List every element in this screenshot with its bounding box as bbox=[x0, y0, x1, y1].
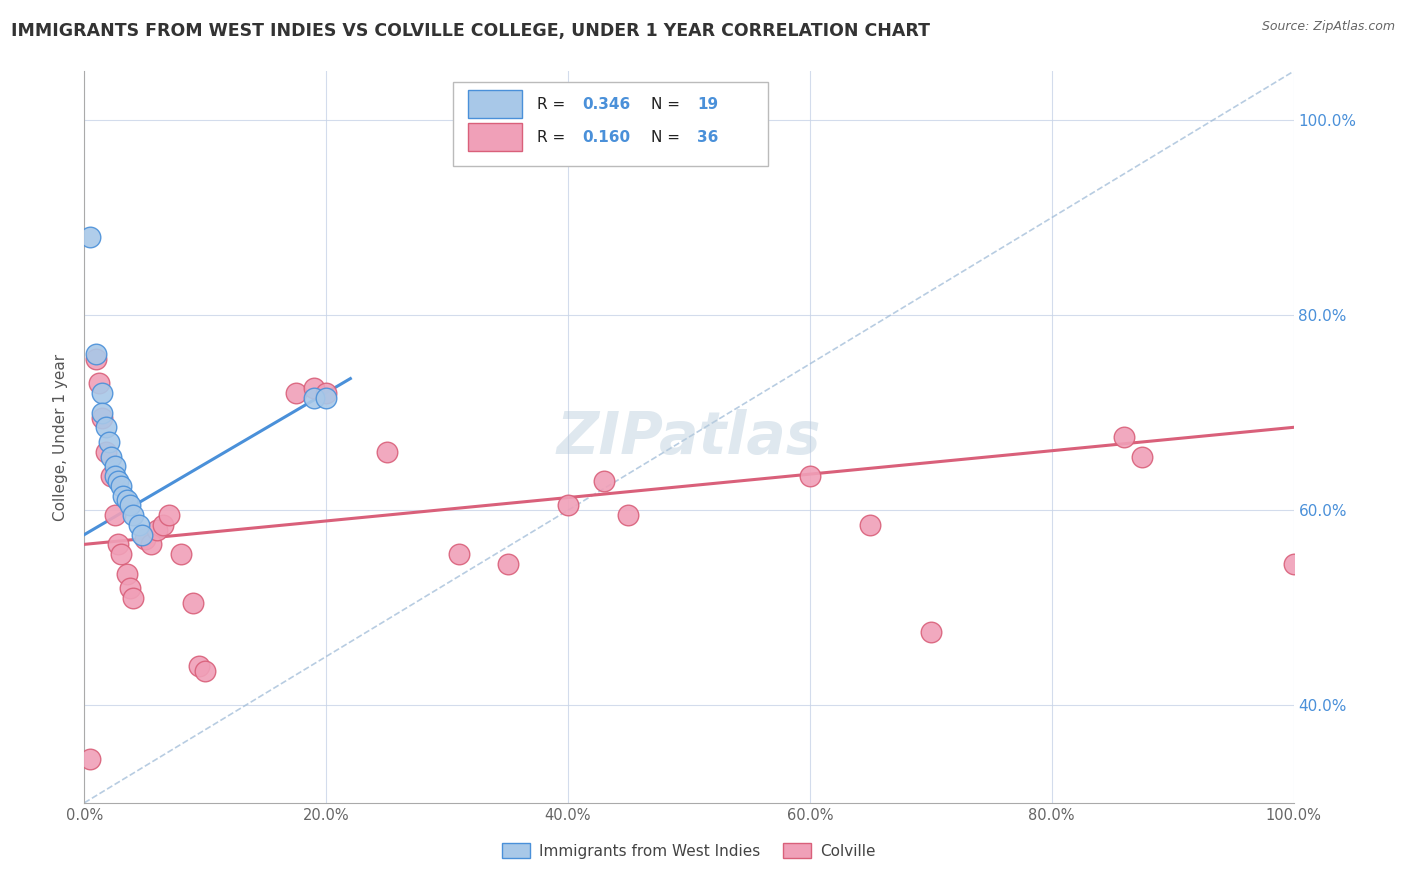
Point bbox=[91, 386, 114, 401]
Point bbox=[496, 557, 519, 571]
Point bbox=[920, 625, 942, 640]
Point bbox=[115, 493, 138, 508]
Text: R =: R = bbox=[537, 129, 569, 145]
Point bbox=[120, 581, 142, 595]
Text: N =: N = bbox=[651, 96, 685, 112]
Text: 19: 19 bbox=[697, 96, 718, 112]
Point bbox=[859, 517, 882, 532]
Point bbox=[134, 533, 156, 547]
Point bbox=[110, 547, 132, 561]
Point bbox=[170, 547, 193, 561]
Point bbox=[557, 499, 579, 513]
Text: 0.160: 0.160 bbox=[582, 129, 631, 145]
Point bbox=[120, 499, 142, 513]
Point bbox=[1132, 450, 1154, 464]
Text: IMMIGRANTS FROM WEST INDIES VS COLVILLE COLLEGE, UNDER 1 YEAR CORRELATION CHART: IMMIGRANTS FROM WEST INDIES VS COLVILLE … bbox=[11, 22, 931, 40]
Point bbox=[107, 474, 129, 488]
Point bbox=[449, 547, 471, 561]
Point bbox=[302, 391, 325, 405]
Text: ZIPatlas: ZIPatlas bbox=[557, 409, 821, 466]
Point bbox=[104, 469, 127, 483]
Point bbox=[94, 444, 117, 458]
Point bbox=[152, 517, 174, 532]
Point bbox=[87, 376, 110, 391]
Point bbox=[100, 469, 122, 483]
Point bbox=[593, 474, 616, 488]
Point bbox=[315, 386, 337, 401]
Point bbox=[91, 406, 114, 420]
Text: N =: N = bbox=[651, 129, 685, 145]
Point bbox=[1114, 430, 1136, 444]
Point bbox=[86, 347, 108, 361]
Point bbox=[617, 508, 640, 522]
Point bbox=[194, 664, 217, 678]
Point bbox=[91, 410, 114, 425]
Bar bbox=[468, 90, 522, 118]
Point bbox=[188, 659, 211, 673]
Legend: Immigrants from West Indies, Colville: Immigrants from West Indies, Colville bbox=[496, 837, 882, 864]
Bar bbox=[468, 123, 522, 151]
Point bbox=[112, 489, 135, 503]
Point bbox=[315, 391, 337, 405]
Point bbox=[79, 230, 101, 244]
Point bbox=[181, 596, 204, 610]
Point bbox=[146, 523, 169, 537]
Point bbox=[115, 566, 138, 581]
Point bbox=[284, 386, 308, 401]
Point bbox=[157, 508, 180, 522]
Point bbox=[121, 591, 143, 605]
Point bbox=[139, 537, 162, 551]
Text: 0.346: 0.346 bbox=[582, 96, 631, 112]
Text: R =: R = bbox=[537, 96, 569, 112]
Point bbox=[79, 752, 101, 766]
Bar bbox=[453, 82, 768, 167]
Point bbox=[375, 444, 398, 458]
Point bbox=[107, 537, 129, 551]
Point bbox=[86, 352, 108, 367]
Point bbox=[1282, 557, 1305, 571]
Point bbox=[799, 469, 821, 483]
Point bbox=[131, 527, 153, 541]
Point bbox=[104, 459, 127, 474]
Point bbox=[121, 508, 143, 522]
Y-axis label: College, Under 1 year: College, Under 1 year bbox=[53, 353, 69, 521]
Point bbox=[104, 508, 127, 522]
Point bbox=[128, 517, 150, 532]
Text: 36: 36 bbox=[697, 129, 718, 145]
Point bbox=[100, 450, 122, 464]
Point bbox=[94, 420, 117, 434]
Point bbox=[110, 479, 132, 493]
Point bbox=[302, 381, 325, 395]
Point bbox=[97, 434, 120, 449]
Text: Source: ZipAtlas.com: Source: ZipAtlas.com bbox=[1261, 20, 1395, 33]
